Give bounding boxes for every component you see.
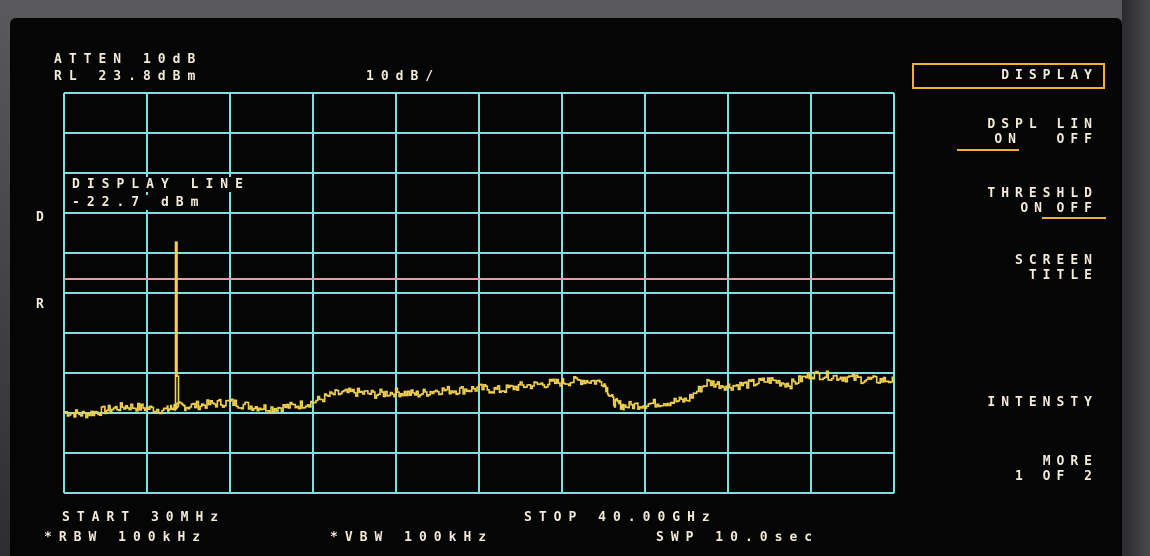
softkey-screen-title-line2: TITLE bbox=[1028, 268, 1098, 283]
softkey-dspl-lin-title: DSPL LIN bbox=[987, 117, 1098, 132]
softkey-threshold-on: ON bbox=[1020, 201, 1048, 216]
softkey-dspl-lin-off: OFF bbox=[1056, 132, 1098, 147]
stop-frequency: STOP 40.00GHz bbox=[524, 510, 717, 525]
dspl-lin-on-selected-underline bbox=[957, 149, 1019, 151]
softkey-more-line1: MORE bbox=[1042, 454, 1098, 469]
softkey-dspl-lin-on: ON bbox=[994, 132, 1022, 147]
softkey-threshold[interactable]: THRESHLD ON OFF bbox=[912, 187, 1106, 223]
softkey-display-menu[interactable] bbox=[912, 63, 1105, 89]
resolution-bandwidth: *RBW 100kHz bbox=[44, 530, 208, 545]
softkey-intensity-label: INTENSTY bbox=[987, 395, 1098, 410]
softkey-more[interactable]: MORE 1 OF 2 bbox=[912, 455, 1106, 491]
reference-marker-label: R bbox=[36, 297, 44, 312]
softkey-threshold-off: OFF bbox=[1056, 201, 1098, 216]
analyzer-screen bbox=[10, 18, 1122, 556]
threshold-off-selected-underline bbox=[1042, 217, 1106, 219]
sweep-time: SWP 10.0sec bbox=[656, 530, 820, 545]
softkey-dspl-lin[interactable]: DSPL LIN ON OFF bbox=[912, 118, 1106, 154]
softkey-screen-title-line1: SCREEN bbox=[1015, 253, 1098, 268]
display-line-value: -22.7 dBm bbox=[72, 195, 210, 210]
reference-level-readout: RL 23.8dBm bbox=[54, 69, 203, 84]
bezel-right-edge bbox=[1122, 0, 1150, 556]
softkey-screen-title[interactable]: SCREEN TITLE bbox=[912, 254, 1106, 290]
video-bandwidth: *VBW 100kHz bbox=[330, 530, 494, 545]
display-line-marker-label: D bbox=[36, 210, 44, 225]
graticule bbox=[63, 92, 895, 494]
start-frequency: START 30MHz bbox=[62, 510, 226, 525]
softkey-intensity[interactable]: INTENSTY bbox=[912, 396, 1106, 416]
softkey-more-line2: 1 OF 2 bbox=[1015, 469, 1098, 484]
softkey-display-label: DISPLAY bbox=[1001, 68, 1098, 83]
attenuation-readout: ATTEN 10dB bbox=[54, 52, 203, 67]
softkey-threshold-title: THRESHLD bbox=[987, 186, 1098, 201]
scale-readout: 10dB/ bbox=[366, 69, 441, 84]
spectrum-trace bbox=[64, 241, 894, 419]
display-line-title: DISPLAY LINE bbox=[72, 177, 254, 192]
